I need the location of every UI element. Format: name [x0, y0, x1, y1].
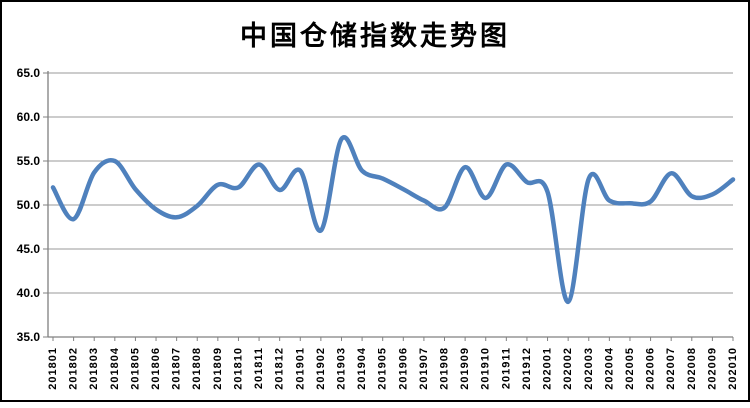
x-tick-label: 202002 [562, 347, 574, 390]
y-tick-label: 35.0 [17, 330, 41, 344]
y-tick-label: 45.0 [17, 242, 41, 256]
x-tick-label: 201802 [68, 347, 80, 390]
x-tick-label: 201904 [356, 347, 368, 390]
x-tick-label: 201901 [294, 347, 306, 390]
x-tick-label: 201911 [500, 347, 512, 389]
x-tick-label: 202008 [686, 347, 698, 390]
y-tick-label: 65.0 [17, 66, 41, 80]
x-tick-label: 201905 [377, 347, 389, 390]
x-tick-label: 201907 [418, 347, 430, 390]
x-tick-label: 201906 [397, 347, 409, 390]
x-tick-label: 201807 [171, 347, 183, 390]
x-tick-label: 202003 [583, 347, 595, 390]
x-tick-label: 202007 [665, 347, 677, 390]
x-tick-label: 202001 [542, 347, 554, 390]
x-tick-label: 202004 [603, 347, 615, 390]
x-tick-label: 201801 [47, 347, 59, 390]
x-tick-label: 201810 [232, 347, 244, 390]
x-tick-label: 201808 [191, 347, 203, 390]
x-tick-label: 201902 [315, 347, 327, 390]
x-tick-label: 201805 [129, 347, 141, 390]
x-tick-label: 201804 [109, 347, 121, 390]
x-tick-label: 201812 [274, 347, 286, 390]
x-tick-label: 201908 [439, 347, 451, 390]
y-tick-label: 50.0 [17, 198, 41, 212]
index-series-line [50, 134, 736, 305]
x-tick-label: 202010 [727, 347, 739, 390]
axes [43, 71, 734, 341]
y-tick-label: 55.0 [17, 154, 41, 168]
chart-title: 中国仓储指数走势图 [240, 21, 510, 51]
x-tick-label: 202009 [706, 347, 718, 390]
x-tick-label: 201806 [150, 347, 162, 390]
y-tick-label: 60.0 [17, 110, 41, 124]
x-tick-label: 201811 [253, 347, 265, 389]
x-tick-label: 201909 [459, 347, 471, 390]
x-axis-labels: 201801 201802 201803 201804 201805 201806 2018… [47, 347, 739, 390]
x-tick-label: 201910 [480, 347, 492, 390]
x-tick-label: 201912 [521, 347, 533, 390]
x-tick-label: 201903 [335, 347, 347, 390]
x-tick-label: 202005 [624, 347, 636, 390]
y-axis-labels: 35.0 40.0 45.0 50.0 55.0 60.0 65.0 [17, 66, 41, 344]
x-tick-label: 201809 [212, 347, 224, 390]
x-tick-label: 201803 [88, 347, 100, 390]
y-tick-label: 40.0 [17, 286, 41, 300]
x-tick-label: 202006 [645, 347, 657, 390]
